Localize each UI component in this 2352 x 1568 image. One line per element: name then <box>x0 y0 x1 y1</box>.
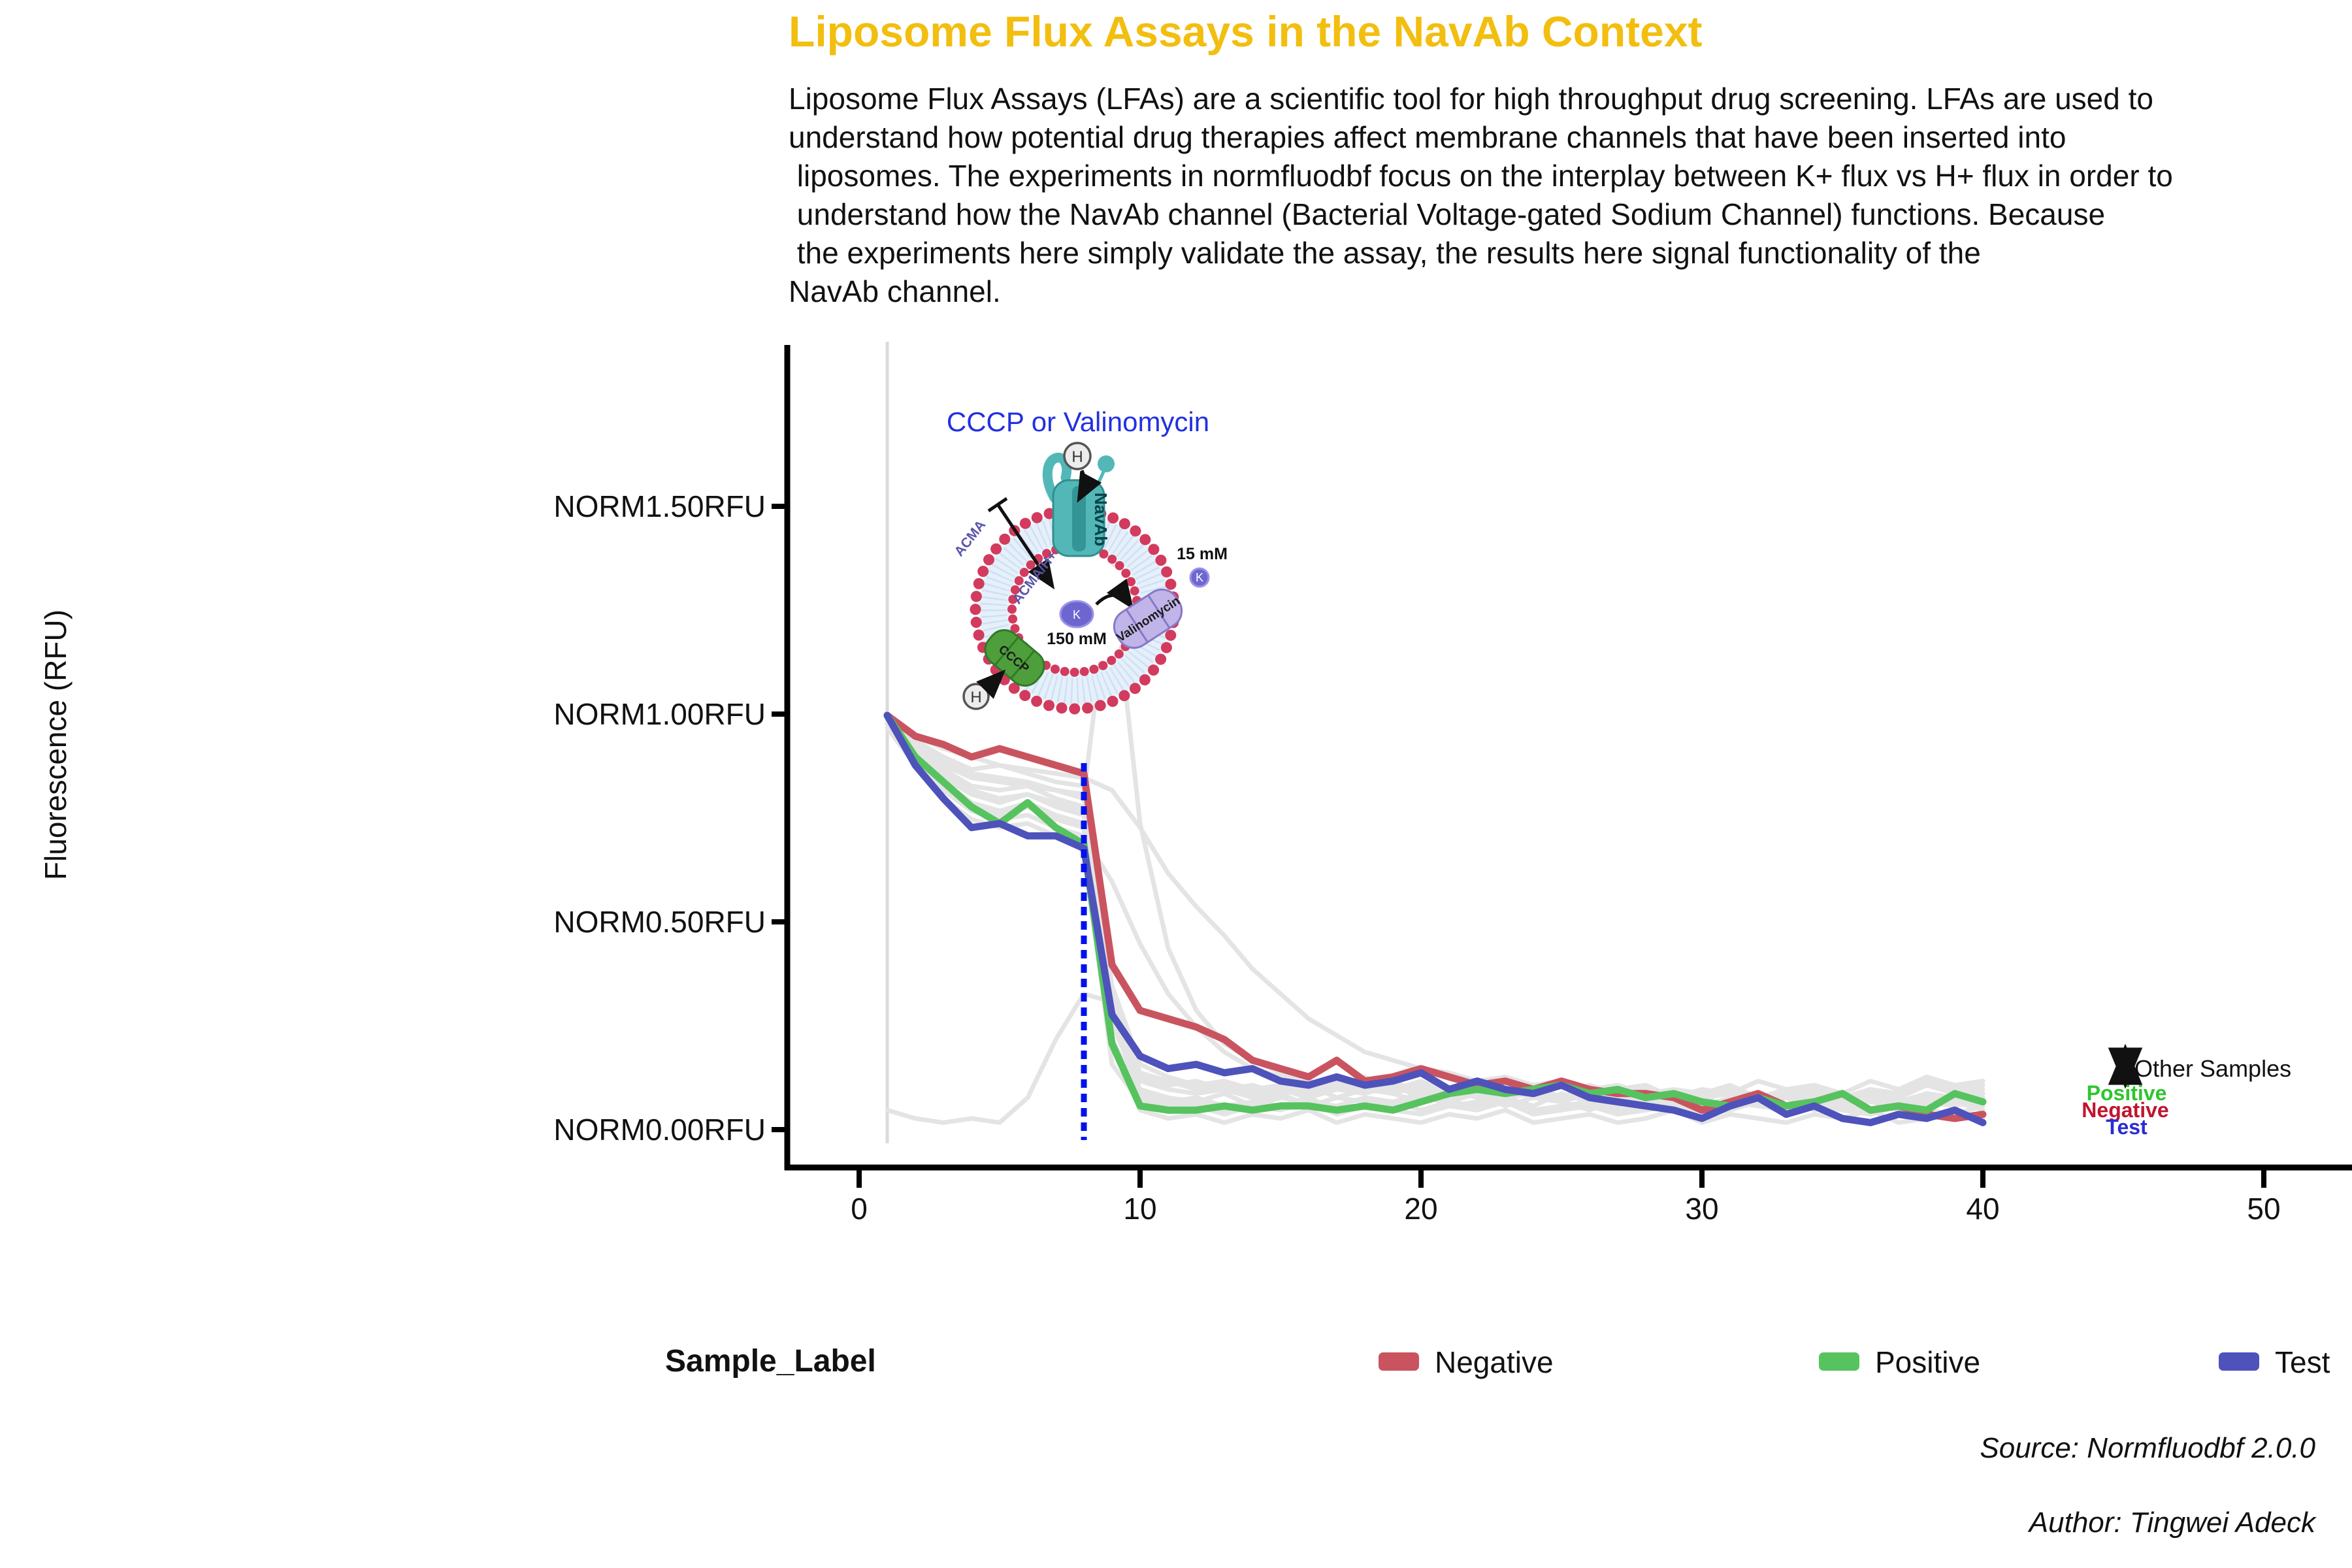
acma-label: ACMA <box>951 517 988 559</box>
inside-concentration-label: 150 mM <box>1047 630 1107 648</box>
valinomycin-body <box>1113 588 1183 649</box>
x-tick-label: 0 <box>851 1192 868 1226</box>
x-tick-label: 40 <box>1966 1192 1999 1226</box>
h-ion-circle <box>1063 442 1092 470</box>
legend-swatch-test <box>2219 1352 2259 1371</box>
positive-annotation: Positive <box>2087 1081 2167 1105</box>
x-tick-label: 30 <box>1685 1192 1718 1226</box>
cccp-segment <box>1010 649 1036 679</box>
intro-line: liposomes. The experiments in normfluodb… <box>789 159 2173 193</box>
intro-line: understand how the NavAb channel (Bacter… <box>789 197 2106 231</box>
navab-bulb <box>1098 455 1115 472</box>
k-ion-label: K <box>1073 608 1081 621</box>
other-sample-line <box>885 991 1985 1125</box>
k-to-valinomycin-arrow <box>1095 578 1134 610</box>
y-tick-label: NORM1.50RFU <box>553 489 766 523</box>
navab-channel: NavAb <box>1042 452 1115 557</box>
intro-paragraph: Liposome Flux Assays (LFAs) are a scient… <box>789 80 2173 311</box>
legend-label-test: Test <box>2275 1345 2330 1379</box>
h-into-cccp-arrow <box>976 669 1006 699</box>
other-sample-line <box>885 721 1985 1104</box>
other-sample-line <box>885 717 1985 1100</box>
y-tick-label: NORM0.00RFU <box>553 1113 766 1147</box>
h-ion-label: H <box>1071 448 1083 466</box>
h-ion-label: H <box>970 689 981 706</box>
legend-title: Sample_Label <box>665 1344 876 1379</box>
intro-line: Liposome Flux Assays (LFAs) are a scient… <box>789 82 2153 116</box>
k-ion-inside: K 150 mM <box>1047 600 1107 648</box>
acma-line <box>996 503 1055 590</box>
sample-annotations: Other Samples Positive Negative Test <box>2082 1043 2291 1139</box>
other-sample-line <box>885 725 1985 1117</box>
sample-line-test <box>883 711 1987 1126</box>
legend-label-positive: Positive <box>1875 1345 1981 1379</box>
y-tick-label: NORM0.50RFU <box>553 905 766 939</box>
cccp-segment <box>994 636 1019 666</box>
x-tick-label: 20 <box>1404 1192 1437 1226</box>
navab-arm <box>1042 452 1072 503</box>
acma-t-bar <box>987 497 1008 513</box>
intro-line: understand how potential drug therapies … <box>789 120 2066 154</box>
legend-swatch-positive <box>1819 1352 1859 1371</box>
h-ion-bottom: H <box>962 683 990 710</box>
liposome-diagram: CCCP or Valinomycin NavAb H ACMA ACMA/H+ <box>947 406 1228 715</box>
test-annotation: Test <box>2106 1115 2148 1139</box>
h-into-navab-arrow <box>1077 470 1102 503</box>
x-tick-label: 50 <box>2247 1192 2280 1226</box>
k-ion-outside: 15 mM K <box>1177 545 1228 588</box>
series-layer <box>883 563 1987 1126</box>
intro-line: NavAb channel. <box>789 274 1001 308</box>
h-ion-top: H <box>1063 442 1092 470</box>
diagram-title: CCCP or Valinomycin <box>947 406 1209 437</box>
plot-area: NORM1.50RFU NORM1.00RFU NORM0.50RFU NORM… <box>553 342 2352 1226</box>
k-ion-circle <box>1059 600 1094 629</box>
valinomycin-segment <box>1147 595 1171 629</box>
negative-annotation: Negative <box>2082 1098 2168 1122</box>
y-tick-label: NORM1.00RFU <box>553 697 766 731</box>
intro-line: the experiments here simply validate the… <box>789 236 1981 270</box>
x-tick-label: 10 <box>1123 1192 1156 1226</box>
legend-swatch-negative <box>1379 1352 1419 1371</box>
sample-line-negative <box>883 711 1987 1122</box>
k-ion-circle <box>1189 567 1210 588</box>
cccp-carrier: CCCP <box>984 629 1045 687</box>
other-samples-label: Other Samples <box>2134 1055 2291 1082</box>
navab-label: NavAb <box>1091 493 1111 546</box>
sample-line-positive <box>883 711 1987 1114</box>
outside-concentration-label: 15 mM <box>1177 545 1228 563</box>
author-note: Author: Tingwei Adeck <box>2029 1507 2315 1539</box>
legend-label-negative: Negative <box>1435 1345 1554 1379</box>
page-title: Liposome Flux Assays in the NavAb Contex… <box>789 7 1703 56</box>
y-axis-title: Fluorescence (RFU) <box>39 609 73 881</box>
valinomycin-segment <box>1125 608 1149 643</box>
source-note: Source: Normfluodbf 2.0.0 <box>1980 1432 2315 1464</box>
k-ion-label: K <box>1196 571 1203 584</box>
